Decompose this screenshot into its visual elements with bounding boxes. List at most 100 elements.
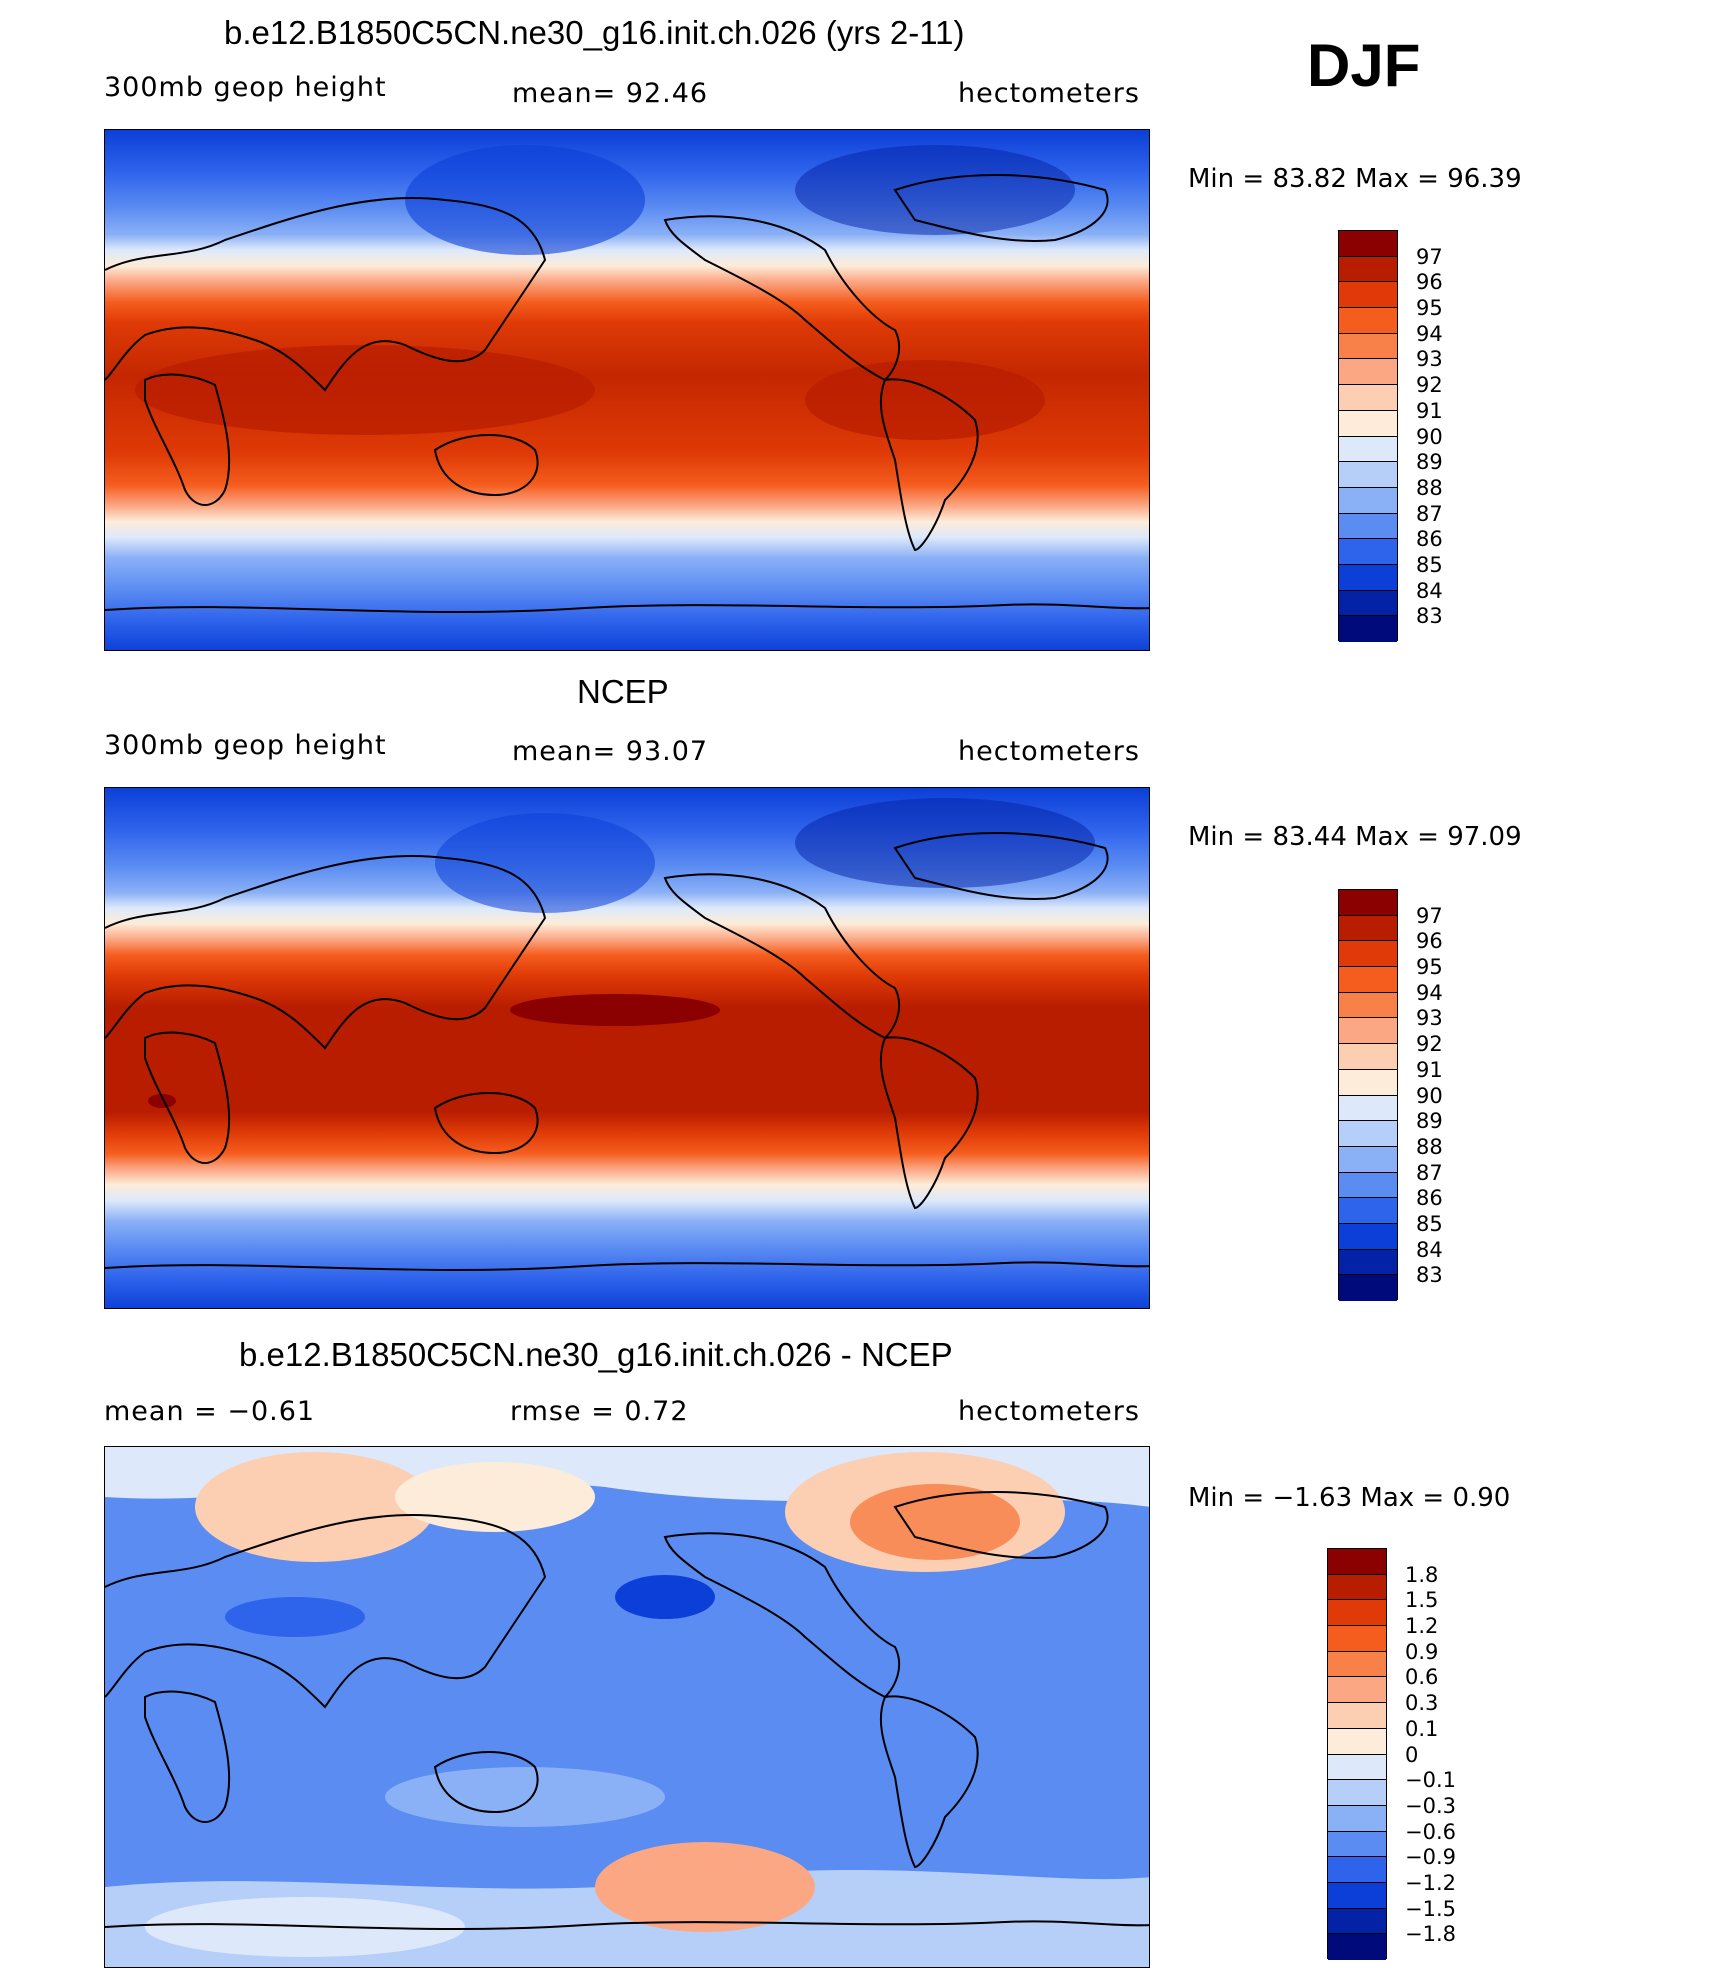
panel-2-max-pacific — [510, 994, 720, 1026]
panel-3-pos-canada-core — [850, 1484, 1020, 1560]
panel-2-colorbar-label: 95 — [1416, 955, 1443, 980]
panel-1-colorbar-swatch — [1339, 308, 1397, 334]
panel-3-pos-siberia — [395, 1462, 595, 1532]
panel-1-colorbar-swatch — [1339, 410, 1397, 437]
panel-2-colorbar-swatch — [1339, 1198, 1397, 1224]
panel-3-colorbar-swatch — [1328, 1728, 1386, 1755]
panel-3-rmse-label: rmse = 0.72 — [510, 1396, 689, 1427]
panel-3-colorbar-swatch — [1328, 1677, 1386, 1704]
panel-2-trough-america — [795, 798, 1095, 888]
panel-3-colorbar-label: 1.8 — [1405, 1562, 1439, 1587]
panel-3-coastlines — [105, 1491, 1149, 1930]
panel-2-colorbar-swatch — [1339, 967, 1397, 993]
panel-2-left-label: 300mb geop height — [104, 730, 387, 761]
panel-1-colorbar-swatch — [1339, 539, 1397, 565]
panel-1-colorbar-label: 85 — [1416, 552, 1443, 577]
panel-1-colorbar-label: 95 — [1416, 296, 1443, 321]
panel-2-colorbar-swatch — [1339, 1146, 1397, 1173]
panel-1-colorbar-label: 91 — [1416, 398, 1443, 423]
panel-1-colorbar-swatch — [1339, 333, 1397, 360]
panel-2-colorbar-swatch — [1339, 915, 1397, 942]
panel-3-colorbar-label: 0.9 — [1405, 1639, 1439, 1664]
panel-1-mean-label: mean= 92.46 — [512, 78, 709, 109]
panel-3-weak-south-indian — [385, 1767, 665, 1827]
panel-2-trough-asia — [435, 813, 655, 913]
panel-1-max-southamerica — [805, 360, 1045, 440]
panel-2-colorbar-label: 90 — [1416, 1083, 1443, 1108]
panel-1-min-max: Min = 83.82 Max = 96.39 — [1188, 164, 1522, 194]
panel-3-colorbar-swatch — [1328, 1703, 1386, 1729]
panel-3-colorbar-label: −1.2 — [1405, 1870, 1456, 1895]
panel-1-colorbar — [1338, 230, 1398, 642]
panel-2-colorbar-swatch — [1339, 1223, 1397, 1250]
panel-1-colorbar-swatch — [1339, 590, 1397, 617]
panel-1-colorbar-label: 94 — [1416, 321, 1443, 346]
panel-3-map — [104, 1446, 1150, 1968]
panel-3-colorbar-label: −0.9 — [1405, 1845, 1456, 1870]
panel-1-colorbar-label: 93 — [1416, 347, 1443, 372]
panel-1-colorbar-label: 97 — [1416, 244, 1443, 269]
panel-2-min-max: Min = 83.44 Max = 97.09 — [1188, 822, 1522, 852]
panel-1-trough-asia — [405, 145, 645, 255]
panel-1-colorbar-label: 84 — [1416, 578, 1443, 603]
panel-2-max-africa — [148, 1094, 176, 1108]
panel-2-colorbar-label: 97 — [1416, 903, 1443, 928]
panel-2-colorbar-label: 87 — [1416, 1160, 1443, 1185]
panel-3-colorbar — [1327, 1548, 1387, 1960]
panel-3-colorbar-swatch — [1328, 1651, 1386, 1678]
panel-2-colorbar-swatch — [1339, 1249, 1397, 1276]
panel-1-colorbar-label: 96 — [1416, 270, 1443, 295]
panel-3-colorbar-swatch — [1328, 1934, 1386, 1960]
panel-3-title: b.e12.B1850C5CN.ne30_g16.init.ch.026 - N… — [239, 1336, 953, 1373]
panel-3-colorbar-label: 0.6 — [1405, 1665, 1439, 1690]
panel-3-colorbar-swatch — [1328, 1908, 1386, 1935]
panel-2-colorbar-swatch — [1339, 1018, 1397, 1045]
panel-3-neg-asia — [225, 1597, 365, 1637]
panel-2-colorbar — [1338, 889, 1398, 1301]
panel-3-colorbar-swatch — [1328, 1574, 1386, 1601]
panel-2-colorbar-swatch — [1339, 992, 1397, 1019]
panel-2-colorbar-label: 83 — [1416, 1263, 1443, 1288]
panel-1-title: b.e12.B1850C5CN.ne30_g16.init.ch.026 (yr… — [224, 14, 965, 51]
panel-1-left-label: 300mb geop height — [104, 72, 387, 103]
panel-3-colorbar-swatch — [1328, 1857, 1386, 1883]
panel-1-trough-america — [795, 145, 1075, 235]
panel-3-colorbar-label: 0.3 — [1405, 1691, 1439, 1716]
panel-3-pos-southern-ocean — [595, 1842, 815, 1932]
panel-1-colorbar-swatch — [1339, 564, 1397, 591]
panel-1-units-label: hectometers — [958, 78, 1140, 109]
panel-3-colorbar-label: 1.5 — [1405, 1588, 1439, 1613]
panel-3-mean-label: mean = −0.61 — [104, 1396, 316, 1427]
panel-1-colorbar-swatch — [1339, 256, 1397, 283]
panel-1-colorbar-swatch — [1339, 462, 1397, 488]
panel-3-colorbar-swatch — [1328, 1600, 1386, 1627]
panel-1-colorbar-swatch — [1339, 231, 1397, 257]
panel-3-weak-antarctic — [145, 1897, 465, 1957]
panel-1-colorbar-label: 87 — [1416, 501, 1443, 526]
panel-3-colorbar-label: 0.1 — [1405, 1716, 1439, 1741]
panel-1-colorbar-swatch — [1339, 436, 1397, 463]
panel-2-colorbar-label: 92 — [1416, 1032, 1443, 1057]
panel-3-colorbar-label: −1.8 — [1405, 1922, 1456, 1947]
panel-2-colorbar-swatch — [1339, 1121, 1397, 1147]
panel-1-colorbar-swatch — [1339, 513, 1397, 540]
panel-2-mean-label: mean= 93.07 — [512, 736, 709, 767]
panel-1-colorbar-swatch — [1339, 616, 1397, 642]
panel-2-colorbar-label: 85 — [1416, 1211, 1443, 1236]
panel-2-colorbar-label: 94 — [1416, 980, 1443, 1005]
panel-2-colorbar-swatch — [1339, 890, 1397, 916]
panel-3-colorbar-label: −0.1 — [1405, 1768, 1456, 1793]
panel-3-colorbar-label: 1.2 — [1405, 1614, 1439, 1639]
panel-3-colorbar-label: −1.5 — [1405, 1896, 1456, 1921]
panel-3-colorbar-swatch — [1328, 1831, 1386, 1858]
panel-3-colorbar-label: −0.3 — [1405, 1793, 1456, 1818]
panel-1-colorbar-swatch — [1339, 487, 1397, 514]
panel-3-units-label: hectometers — [958, 1396, 1140, 1427]
panel-1-max-indian — [135, 345, 595, 435]
panel-3-min-max: Min = −1.63 Max = 0.90 — [1188, 1483, 1511, 1513]
panel-2-colorbar-swatch — [1339, 1095, 1397, 1122]
panel-2-title: NCEP — [577, 673, 669, 710]
panel-3-colorbar-swatch — [1328, 1626, 1386, 1652]
panel-2-colorbar-label: 86 — [1416, 1186, 1443, 1211]
panel-2-colorbar-label: 91 — [1416, 1057, 1443, 1082]
